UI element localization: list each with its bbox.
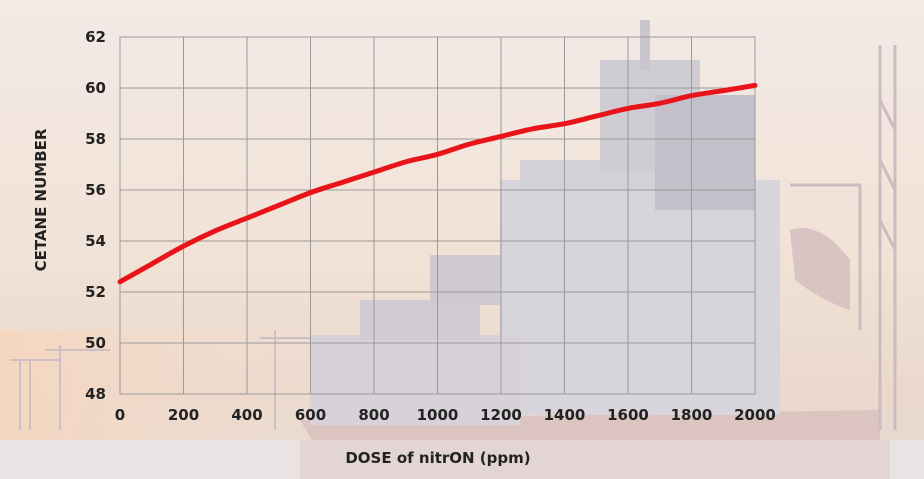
y-tick-label: 54 bbox=[85, 232, 106, 250]
y-tick-label: 60 bbox=[85, 79, 106, 97]
x-tick-label: 1600 bbox=[607, 406, 649, 424]
y-tick-label: 62 bbox=[85, 28, 106, 46]
y-tick-label: 48 bbox=[85, 385, 106, 403]
x-tick-label: 800 bbox=[358, 406, 389, 424]
x-tick-label: 400 bbox=[231, 406, 262, 424]
x-tick-label: 200 bbox=[168, 406, 199, 424]
y-tick-label: 58 bbox=[85, 130, 106, 148]
y-axis-ticks: 48 50 52 54 56 58 60 62 bbox=[85, 28, 106, 403]
x-tick-label: 2000 bbox=[734, 406, 776, 424]
x-axis-title: DOSE of nitrON (ppm) bbox=[345, 449, 530, 467]
x-axis-ticks: 0 200 400 600 800 1000 1200 1400 1600 1800 2000 bbox=[115, 406, 776, 424]
y-tick-label: 52 bbox=[85, 283, 106, 301]
y-axis-title: CETANE NUMBER bbox=[32, 128, 50, 271]
y-tick-label: 50 bbox=[85, 334, 106, 352]
y-tick-label: 56 bbox=[85, 181, 106, 199]
grid bbox=[119, 36, 756, 395]
x-tick-label: 0 bbox=[115, 406, 125, 424]
x-tick-label: 1400 bbox=[544, 406, 586, 424]
cetane-curve bbox=[117, 82, 758, 285]
x-tick-label: 1200 bbox=[480, 406, 522, 424]
x-tick-label: 1000 bbox=[417, 406, 459, 424]
x-tick-label: 1800 bbox=[671, 406, 713, 424]
x-tick-label: 600 bbox=[295, 406, 326, 424]
